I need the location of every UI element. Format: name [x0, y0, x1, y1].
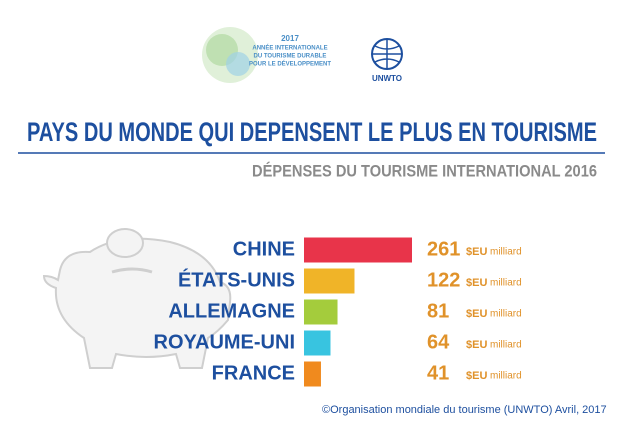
unwto-logo: UNWTO — [371, 38, 403, 83]
value-scale: milliard — [490, 340, 522, 351]
value-scale: milliard — [490, 278, 522, 289]
chart-subtitle: DÉPENSES DU TOURISME INTERNATIONAL 2016 — [252, 161, 597, 180]
value-label: 81 — [427, 300, 449, 322]
category-label: ÉTATS-UNIS — [178, 268, 295, 291]
logo-line: DU TOURISME DURABLE — [254, 54, 327, 60]
value-unit: $EU — [466, 370, 487, 382]
value-scale: milliard — [490, 247, 522, 258]
logo-org: UNWTO — [372, 74, 402, 83]
value-label: 122 — [427, 269, 460, 291]
bar — [304, 237, 412, 263]
value-scale: milliard — [490, 309, 522, 320]
category-label: FRANCE — [212, 362, 295, 384]
logo-line: POUR LE DÉVELOPPEMENT — [249, 60, 331, 68]
value-unit: $EU — [466, 277, 487, 289]
value-unit: $EU — [466, 339, 487, 351]
value-label: 261 — [427, 238, 460, 260]
value-unit: $EU — [466, 308, 487, 320]
bar — [304, 361, 321, 387]
source: ©Organisation mondiale du tourisme (UNWT… — [322, 404, 607, 416]
value-unit: $EU — [466, 246, 487, 258]
category-label: CHINE — [233, 238, 295, 260]
bar — [304, 330, 331, 356]
chart-title: PAYS DU MONDE QUI DEPENSENT LE PLUS EN T… — [27, 117, 597, 147]
value-scale: milliard — [490, 371, 522, 382]
logo-year: 2017 — [281, 34, 299, 43]
category-label: ALLEMAGNE — [168, 300, 295, 322]
bar — [304, 268, 355, 294]
bar — [304, 299, 338, 325]
piggy-bank — [42, 228, 232, 369]
value-label: 64 — [427, 331, 450, 353]
category-label: ROYAUME-UNI — [154, 331, 296, 353]
value-label: 41 — [427, 362, 449, 384]
logo-line: ANNÉE INTERNATIONALE — [252, 44, 327, 52]
year-logo: 2017 ANNÉE INTERNATIONALE DU TOURISME DU… — [202, 27, 331, 83]
